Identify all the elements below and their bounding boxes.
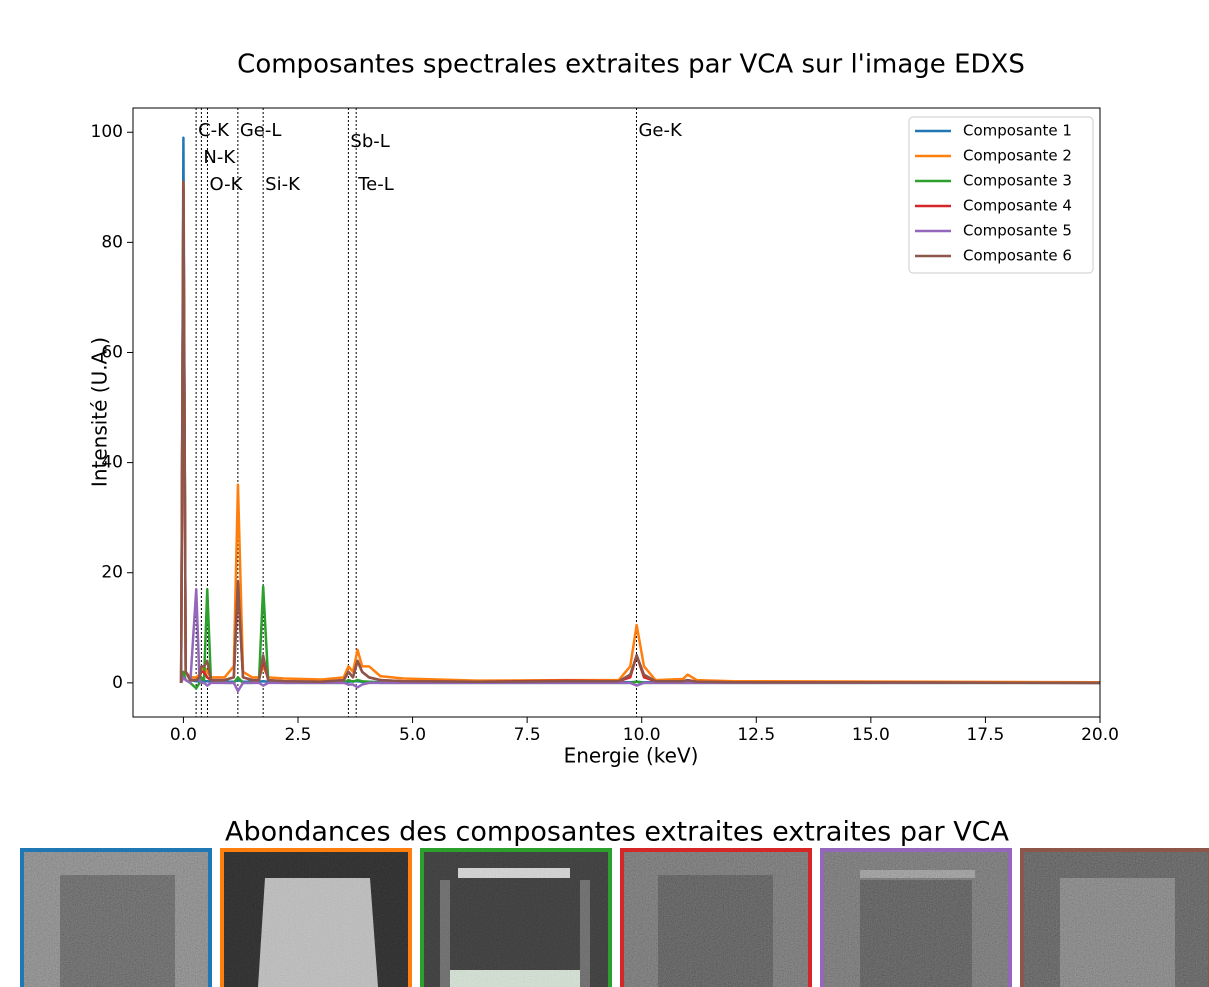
y-axis-label: Intensité (U.A.): [88, 337, 112, 487]
plot-area: [179, 108, 1100, 717]
map-border: [820, 848, 1012, 987]
map-noise: [424, 852, 608, 987]
x-tick-label: 20.0: [1081, 725, 1119, 745]
x-tick-label: 17.5: [966, 725, 1004, 745]
x-tick-label: 7.5: [514, 725, 541, 745]
element-label: Sb-L: [350, 131, 389, 152]
chart-title: Composantes spectrales extraites par VCA…: [237, 50, 1025, 80]
element-label: Si-K: [265, 174, 301, 195]
legend-label: Composante 5: [963, 222, 1072, 240]
abundance-maps: [20, 848, 1209, 987]
y-tick-label: 60: [101, 342, 123, 362]
x-tick-label: 12.5: [737, 725, 775, 745]
x-tick-label: 2.5: [284, 725, 311, 745]
series-line: [179, 180, 1100, 684]
element-label: Ge-K: [638, 120, 683, 141]
legend-box: [908, 116, 1094, 274]
legend-label: Composante 2: [963, 147, 1072, 165]
element-label: C-K: [198, 120, 230, 141]
element-label: O-K: [209, 174, 243, 195]
series-line: [179, 588, 1100, 693]
map-border: [620, 848, 812, 987]
x-tick-label: 0.0: [170, 725, 197, 745]
map-border: [420, 848, 612, 987]
map-noise: [624, 852, 808, 987]
legend-label: Composante 6: [963, 247, 1072, 265]
map-noise: [24, 852, 208, 987]
y-tick-label: 20: [101, 563, 123, 583]
y-tick-label: 80: [101, 232, 123, 252]
x-axis-label: Energie (keV): [564, 744, 699, 768]
map-noise: [224, 852, 408, 987]
abundance-map: [20, 848, 212, 987]
legend-label: Composante 1: [963, 122, 1072, 140]
abundance-map: [620, 848, 812, 987]
legend: Composante 1 Composante 2 Composante 3 Comp…: [908, 116, 1094, 274]
element-label: N-K: [203, 147, 236, 168]
map-border: [220, 848, 412, 987]
legend-label: Composante 3: [963, 172, 1072, 190]
abundance-map: [420, 848, 612, 987]
subtitle: Abondances des composantes extraites ext…: [225, 817, 1010, 848]
map-border: [20, 848, 212, 987]
legend-label: Composante 4: [963, 197, 1072, 215]
series-line: [179, 180, 1100, 685]
y-tick-label: 0: [112, 673, 123, 693]
abundance-map: [220, 848, 412, 987]
series-line: [179, 585, 1100, 690]
element-label: Ge-L: [240, 120, 282, 141]
x-tick-label: 15.0: [852, 725, 890, 745]
map-border: [1020, 848, 1209, 987]
map-noise: [824, 852, 1008, 987]
abundance-map: [1020, 848, 1209, 987]
abundance-map: [820, 848, 1012, 987]
element-label: Te-L: [357, 174, 394, 195]
y-tick-label: 40: [101, 453, 123, 473]
plot-frame: [132, 107, 1101, 718]
y-tick-label: 100: [91, 122, 123, 142]
x-tick-label: 10.0: [623, 725, 661, 745]
x-tick-label: 5.0: [399, 725, 426, 745]
map-noise: [1024, 852, 1208, 987]
